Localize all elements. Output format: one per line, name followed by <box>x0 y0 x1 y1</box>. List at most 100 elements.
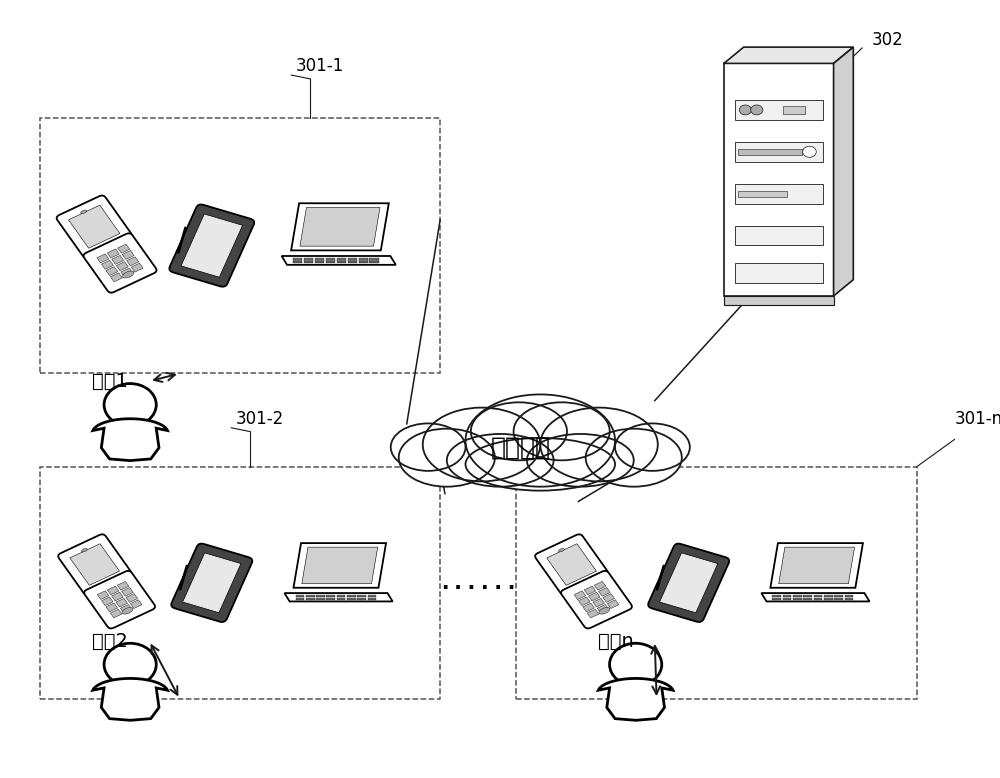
Bar <box>357 596 366 598</box>
Bar <box>296 599 304 600</box>
FancyBboxPatch shape <box>171 544 252 622</box>
Bar <box>814 599 822 600</box>
Bar <box>660 553 718 613</box>
Ellipse shape <box>527 434 634 487</box>
Bar <box>735 100 823 120</box>
Bar <box>803 595 812 596</box>
Bar <box>183 553 241 613</box>
Bar <box>337 261 346 262</box>
Bar <box>584 586 596 594</box>
Bar <box>347 598 356 599</box>
Bar <box>347 596 356 598</box>
Polygon shape <box>770 543 863 587</box>
Ellipse shape <box>399 429 495 487</box>
Bar <box>106 603 117 612</box>
Bar <box>793 599 802 600</box>
Bar <box>101 260 113 269</box>
Bar <box>845 595 853 596</box>
Bar <box>738 149 802 155</box>
Bar <box>326 259 335 261</box>
Bar <box>293 262 302 264</box>
Bar <box>589 592 600 601</box>
Polygon shape <box>779 547 855 584</box>
Bar <box>181 214 243 277</box>
Bar <box>116 261 128 271</box>
Bar <box>337 599 345 600</box>
Circle shape <box>803 146 816 157</box>
Bar <box>845 596 853 598</box>
Bar <box>814 598 822 599</box>
Bar <box>315 262 324 264</box>
Bar <box>593 598 604 607</box>
Bar <box>117 581 129 590</box>
Bar <box>337 598 345 599</box>
Bar <box>547 544 596 585</box>
FancyBboxPatch shape <box>84 571 155 629</box>
Ellipse shape <box>122 271 134 278</box>
Polygon shape <box>834 47 853 296</box>
Bar <box>348 262 357 264</box>
Ellipse shape <box>391 423 466 471</box>
Bar <box>772 598 781 599</box>
Bar <box>368 596 376 598</box>
Bar <box>738 191 787 197</box>
Bar <box>97 254 109 263</box>
Bar <box>326 595 335 596</box>
Polygon shape <box>282 256 396 265</box>
Bar <box>735 184 823 204</box>
FancyBboxPatch shape <box>169 205 254 287</box>
Bar <box>102 597 113 605</box>
Bar <box>315 258 324 259</box>
Text: 用户1: 用户1 <box>92 372 128 391</box>
Bar <box>357 598 366 599</box>
Bar <box>70 544 119 585</box>
Bar <box>597 605 609 613</box>
Ellipse shape <box>122 608 133 614</box>
Bar <box>306 595 315 596</box>
Bar <box>326 261 335 262</box>
Circle shape <box>104 643 156 685</box>
Bar <box>316 599 325 600</box>
Bar <box>594 581 606 590</box>
Bar <box>293 261 302 262</box>
Ellipse shape <box>423 408 540 482</box>
Bar <box>783 598 791 599</box>
Bar <box>578 597 590 605</box>
Bar <box>337 259 346 261</box>
Text: 302: 302 <box>872 31 903 49</box>
Bar <box>326 262 335 264</box>
Text: ......: ...... <box>438 573 518 593</box>
Polygon shape <box>761 593 870 601</box>
Bar <box>793 596 802 598</box>
Circle shape <box>751 105 763 115</box>
Text: 用捯n: 用捯n <box>598 632 633 650</box>
FancyBboxPatch shape <box>58 534 131 595</box>
Bar <box>369 259 379 261</box>
Bar <box>316 596 325 598</box>
Bar <box>803 598 812 599</box>
FancyBboxPatch shape <box>83 233 157 293</box>
Bar <box>293 258 302 259</box>
Ellipse shape <box>558 548 564 552</box>
Bar <box>304 258 313 259</box>
FancyBboxPatch shape <box>535 534 608 595</box>
Bar <box>118 244 130 253</box>
Bar <box>599 587 610 596</box>
Bar <box>772 596 781 598</box>
Bar <box>296 596 304 598</box>
Polygon shape <box>724 47 853 63</box>
Bar <box>574 591 586 600</box>
Bar <box>772 599 781 600</box>
Bar <box>834 598 843 599</box>
Bar <box>127 257 139 266</box>
Bar <box>348 259 357 261</box>
Bar <box>337 595 345 596</box>
Bar <box>603 594 615 602</box>
Bar <box>107 586 119 594</box>
Bar <box>803 596 812 598</box>
Bar <box>845 598 853 599</box>
Bar <box>121 268 133 277</box>
Bar <box>772 595 781 596</box>
FancyBboxPatch shape <box>648 544 729 622</box>
Ellipse shape <box>81 210 87 214</box>
